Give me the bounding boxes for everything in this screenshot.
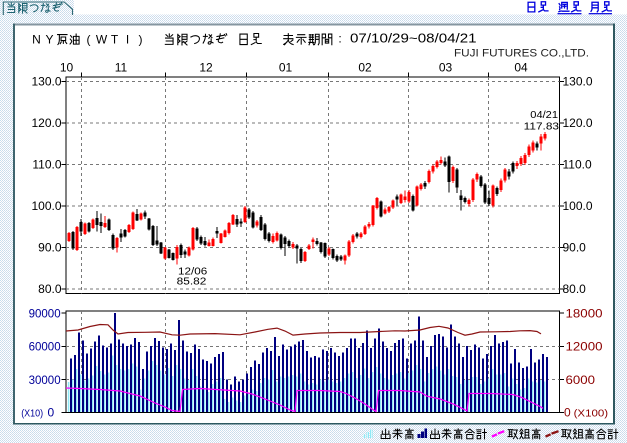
svg-text:12/06: 12/06 — [178, 267, 208, 278]
svg-text:0: 0 — [47, 406, 54, 420]
svg-text:60000: 60000 — [29, 340, 61, 354]
svg-text:120.0: 120.0 — [563, 116, 593, 130]
svg-text::: : — [338, 32, 341, 46]
svg-text:90.0: 90.0 — [563, 241, 587, 255]
svg-text:N: N — [32, 33, 41, 47]
svg-text:07/10/29~08/04/21: 07/10/29~08/04/21 — [350, 32, 477, 46]
svg-text:80.0: 80.0 — [38, 282, 62, 296]
svg-text:90000: 90000 — [29, 307, 61, 321]
svg-text:Y: Y — [45, 33, 53, 47]
svg-text:12000: 12000 — [566, 340, 603, 354]
svg-text:80.0: 80.0 — [563, 282, 587, 296]
svg-text:130.0: 130.0 — [31, 75, 61, 89]
svg-text:03: 03 — [439, 61, 453, 75]
svg-text:FUJI FUTURES CO.,LTD.: FUJI FUTURES CO.,LTD. — [454, 48, 589, 60]
svg-text:100.0: 100.0 — [31, 199, 61, 213]
svg-text:04: 04 — [514, 61, 528, 75]
svg-text:0: 0 — [564, 406, 571, 420]
svg-text:): ) — [139, 33, 143, 47]
svg-text:110.0: 110.0 — [32, 158, 61, 172]
svg-text:01: 01 — [279, 61, 293, 75]
svg-text:12: 12 — [199, 61, 213, 75]
svg-text:02: 02 — [358, 61, 372, 75]
svg-text:110.0: 110.0 — [563, 158, 592, 172]
svg-text:30000: 30000 — [29, 373, 61, 387]
svg-text:100.0: 100.0 — [563, 199, 593, 213]
svg-text:6000: 6000 — [566, 373, 596, 387]
svg-text:117.83: 117.83 — [524, 121, 560, 132]
svg-text:04/21: 04/21 — [530, 110, 558, 121]
svg-text:I: I — [126, 33, 129, 47]
svg-text:11: 11 — [115, 61, 128, 75]
svg-text:120.0: 120.0 — [31, 116, 61, 130]
svg-text:(X100): (X100) — [574, 408, 609, 420]
svg-text:T: T — [111, 33, 119, 47]
svg-text:90.0: 90.0 — [38, 241, 62, 255]
svg-text:18000: 18000 — [566, 307, 603, 321]
svg-text:10: 10 — [60, 61, 74, 75]
svg-text:W: W — [96, 33, 108, 47]
svg-text:(X10): (X10) — [21, 408, 43, 420]
svg-text:130.0: 130.0 — [563, 75, 593, 89]
svg-text:(: ( — [87, 33, 91, 47]
svg-text:85.82: 85.82 — [177, 277, 207, 288]
